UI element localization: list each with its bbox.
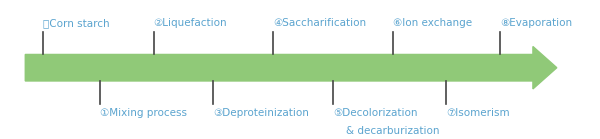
Text: ①Mixing process: ①Mixing process [100, 107, 187, 117]
Text: ④Saccharification: ④Saccharification [273, 18, 366, 28]
Text: ③Deproteinization: ③Deproteinization [214, 107, 309, 117]
Text: ⑧Evaporation: ⑧Evaporation [500, 18, 572, 28]
Text: & decarburization: & decarburization [346, 126, 439, 136]
Text: ⑤Decolorization: ⑤Decolorization [333, 107, 418, 117]
Text: ②Liquefaction: ②Liquefaction [154, 18, 227, 28]
Text: ⓪Corn starch: ⓪Corn starch [43, 18, 110, 28]
Text: ⑥Ion exchange: ⑥Ion exchange [392, 18, 472, 28]
FancyArrow shape [25, 46, 557, 89]
Text: ⑦Isomerism: ⑦Isomerism [446, 107, 510, 117]
